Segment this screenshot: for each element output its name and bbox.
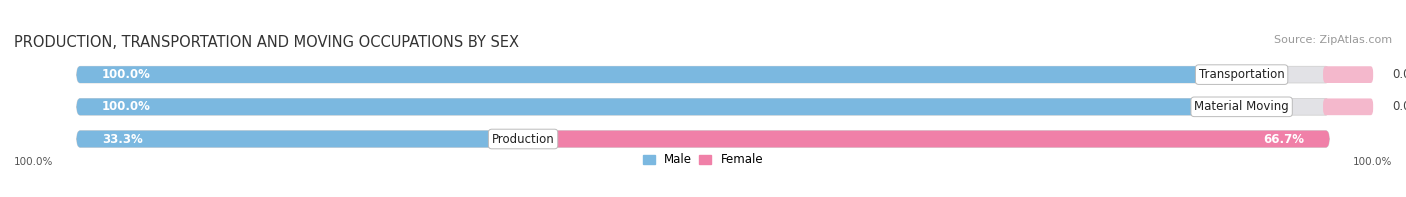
Text: 100.0%: 100.0% <box>101 100 150 113</box>
Text: 66.7%: 66.7% <box>1263 133 1305 146</box>
FancyBboxPatch shape <box>1323 66 1374 83</box>
Text: Source: ZipAtlas.com: Source: ZipAtlas.com <box>1274 35 1392 45</box>
FancyBboxPatch shape <box>1323 98 1374 115</box>
FancyBboxPatch shape <box>77 66 1241 83</box>
Text: Material Moving: Material Moving <box>1194 100 1289 113</box>
Text: PRODUCTION, TRANSPORTATION AND MOVING OCCUPATIONS BY SEX: PRODUCTION, TRANSPORTATION AND MOVING OC… <box>14 35 519 50</box>
FancyBboxPatch shape <box>77 131 523 147</box>
FancyBboxPatch shape <box>77 66 1329 83</box>
Text: 100.0%: 100.0% <box>101 68 150 81</box>
Text: 33.3%: 33.3% <box>101 133 142 146</box>
Text: 0.0%: 0.0% <box>1392 100 1406 113</box>
Text: Production: Production <box>492 133 554 146</box>
FancyBboxPatch shape <box>77 98 1241 115</box>
Text: 100.0%: 100.0% <box>1353 157 1392 166</box>
Text: Transportation: Transportation <box>1199 68 1285 81</box>
FancyBboxPatch shape <box>523 131 1329 147</box>
FancyBboxPatch shape <box>77 98 1329 115</box>
Legend: Male, Female: Male, Female <box>643 153 763 166</box>
FancyBboxPatch shape <box>77 131 1329 147</box>
Text: 100.0%: 100.0% <box>14 157 53 166</box>
Text: 0.0%: 0.0% <box>1392 68 1406 81</box>
